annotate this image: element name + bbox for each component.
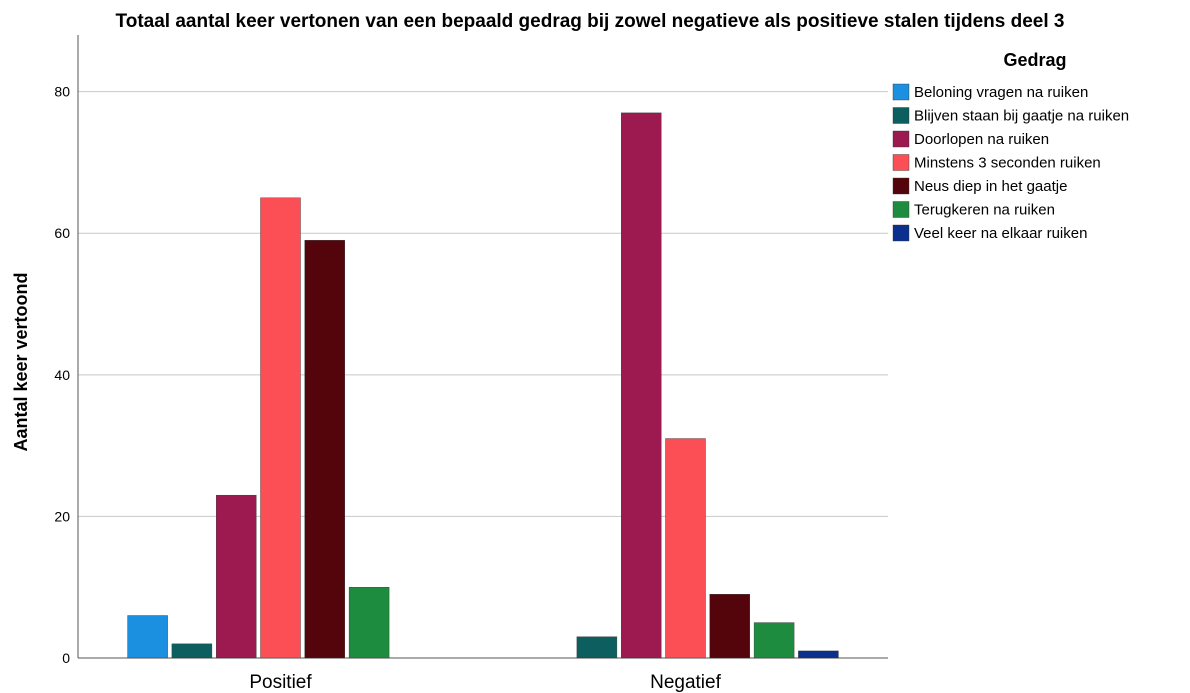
bar-1-4 [709,594,750,659]
y-tick-label-0: 0 [62,650,70,666]
bar-1-6 [798,650,839,659]
x-category-label-1: Negatief [650,672,721,693]
legend: Gedrag Beloning vragen na ruiken Blijven … [892,50,1129,242]
plot-background [78,35,888,658]
y-tick-label-80: 80 [54,84,70,100]
bar-0-4 [304,240,345,659]
bar-1-2 [621,112,662,659]
legend-label-2: Doorlopen na ruiken [914,131,1049,148]
legend-label-3: Minstens 3 seconden ruiken [914,155,1101,172]
y-axis-label: Aantal keer vertoond [11,272,31,451]
legend-label-4: Neus diep in het gaatje [914,178,1067,195]
legend-swatch-3 [892,154,910,171]
bar-0-0 [127,615,168,659]
legend-swatch-5 [892,201,910,218]
bar-0-2 [215,494,257,659]
bar-0-1 [171,643,213,659]
bar-1-1 [576,636,618,659]
y-tick-label-60: 60 [54,225,70,241]
bar-1-3 [665,438,706,659]
legend-swatch-2 [892,130,910,148]
legend-swatch-4 [892,177,910,195]
bar-0-5 [348,587,390,659]
chart-title: Totaal aantal keer vertonen van een bepa… [116,11,1065,32]
legend-label-1: Blijven staan bij gaatje na ruiken [914,108,1129,125]
legend-swatch-1 [892,107,910,124]
y-tick-label-40: 40 [54,367,70,383]
legend-swatch-6 [892,224,910,242]
y-tick-label-20: 20 [54,508,70,524]
legend-swatch-0 [892,83,910,101]
bar-0-3 [260,197,301,659]
legend-label-5: Terugkeren na ruiken [914,202,1055,219]
legend-title: Gedrag [1003,50,1066,70]
plot-area: 0 20 40 60 80 Positief Negatief [54,35,888,693]
legend-label-6: Veel keer na elkaar ruiken [914,225,1087,242]
legend-label-0: Beloning vragen na ruiken [914,84,1088,101]
x-category-label-0: Positief [249,672,312,693]
bar-1-5 [753,622,795,659]
